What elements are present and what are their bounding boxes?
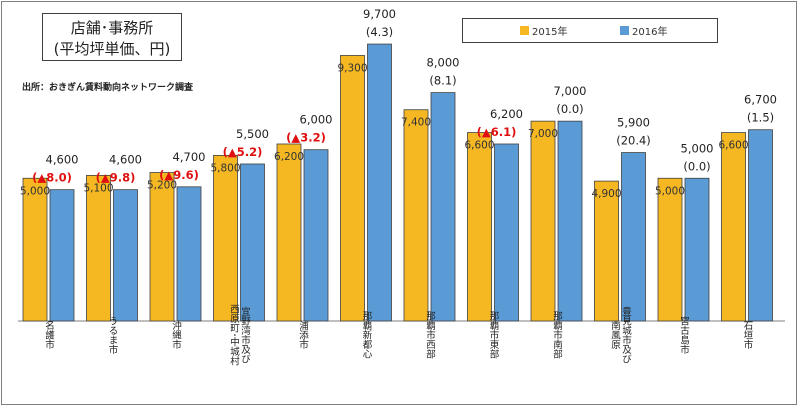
data-label-2016: 4,600 [109,153,142,167]
change-label: (▲9.6) [159,168,199,182]
chart-title: 店舗･事務所 [70,19,154,37]
category-label: 西原町･中城村 [228,304,240,366]
source-note: 出所：おきぎん賃料動向ネットワーク調査 [22,83,194,93]
bar-2015 [340,55,365,322]
bar-2015 [530,120,556,322]
category-label: 宜野湾市及び [239,306,251,364]
data-label-2015: 5,200 [147,180,177,192]
chart-subtitle: (平均坪単価、円) [53,40,171,58]
bar-2015 [22,177,48,322]
data-label-2015: 6,600 [464,140,494,152]
data-label-2016: 6,700 [744,93,777,107]
data-label-2015: 6,200 [274,151,304,163]
data-label-2015: 7,400 [401,117,431,129]
change-label: (▲3.2) [286,131,326,145]
category-label: 石垣市 [742,321,754,350]
change-label: (0.0) [556,102,583,116]
bar-2016 [430,92,456,322]
data-label-2015: 6,600 [718,140,748,152]
change-label: (▲8.0) [32,171,72,185]
bar-2016 [748,129,773,322]
category-label: 那覇市西部 [424,311,436,359]
legend-item-2016: 2016年 [620,23,668,38]
data-label-2016: 9,700 [363,7,396,21]
data-label-2015: 5,100 [83,182,113,194]
data-label-2016: 4,700 [173,150,206,164]
chart-title-box: 店舗･事務所 (平均坪単価、円) [42,13,182,61]
category-label: 浦添市 [297,320,309,350]
data-label-2016: 5,900 [617,116,650,130]
legend: 2015年 2016年 [462,18,718,43]
change-label: (0.0) [683,159,710,173]
category-label: 那覇市東部 [488,311,500,359]
change-label: (8.1) [429,74,456,88]
change-label: (4.3) [366,25,393,39]
legend-swatch-2015 [520,25,529,35]
data-label-2015: 9,300 [337,62,367,74]
data-label-2015: 7,000 [528,128,558,140]
category-label: 沖縄市 [170,320,182,350]
bar-2015 [213,155,238,322]
bar-2016 [303,149,329,322]
bar-2015 [467,132,492,322]
bar-2016 [494,143,519,322]
change-label: (▲9.8) [96,171,136,185]
bar-2016 [367,43,392,322]
bar-2015 [657,177,683,322]
category-label: 那覇新都心 [361,311,373,359]
data-label-2016: 5,000 [681,141,714,155]
legend-swatch-2016 [620,25,629,35]
data-label-2016: 7,000 [554,84,587,98]
bar-2016 [176,186,202,322]
bar-2015 [149,172,175,322]
legend-item-2015: 2015年 [520,23,568,38]
data-label-2016: 6,000 [300,113,333,127]
data-label-2015: 4,900 [591,188,621,200]
category-label: 名護市 [43,320,55,350]
category-label: うるま市 [107,316,119,355]
data-label-2015: 5,000 [20,185,50,197]
change-label: (▲5.2) [223,145,263,159]
category-label: 南風原 [609,320,621,349]
legend-label-2016: 2016年 [632,26,668,38]
change-label: (20.4) [616,134,651,148]
change-label: (1.5) [747,111,774,125]
bar-2016 [113,189,138,322]
data-label-2015: 5,800 [210,162,240,174]
bar-2016 [240,163,265,322]
bar-2015 [403,109,429,322]
bar-2016 [621,152,646,322]
bar-2016 [49,189,75,322]
bar-2015 [721,132,746,322]
bar-2016 [557,120,583,322]
data-label-2016: 8,000 [427,56,460,70]
category-label: 那覇市南部 [551,311,563,359]
change-label: (▲6.1) [477,125,517,139]
bar-2016 [684,177,710,322]
legend-label-2015: 2015年 [532,26,568,38]
data-label-2016: 6,200 [490,107,523,121]
bar-2015 [276,143,302,322]
category-label: 豊見城市及び [620,306,632,364]
category-label: 宮古島市 [678,315,690,355]
data-label-2015: 5,000 [655,185,685,197]
data-label-2016: 4,600 [46,153,79,167]
bar-2015 [86,174,111,322]
data-label-2016: 5,500 [236,127,269,141]
bar-2015 [594,180,619,322]
